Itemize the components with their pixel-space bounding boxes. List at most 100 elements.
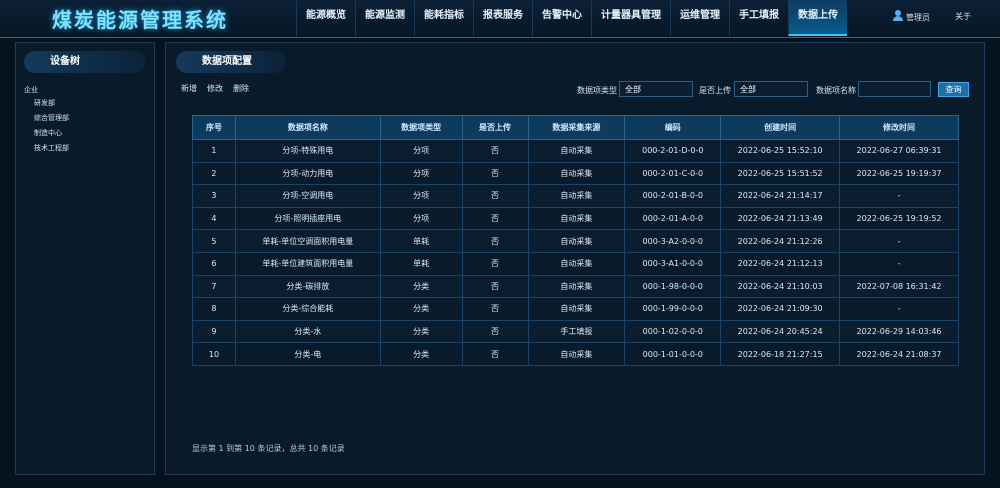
- table-cell: 否: [461, 229, 529, 253]
- table-cell: 6: [192, 251, 236, 276]
- table-cell: 000-2-01-A-0-0: [624, 206, 722, 231]
- footer: 显示第 1 到第 10 条记录，总共 10 条记录: [192, 444, 345, 453]
- user-name[interactable]: 管理员: [906, 13, 930, 22]
- table-cell: 否: [461, 139, 529, 163]
- upload-select[interactable]: 全部: [734, 81, 808, 97]
- table-cell: 否: [461, 274, 529, 299]
- table-cell: 000-3-A1-0-0-0: [624, 251, 722, 276]
- table-cell: 分类: [379, 297, 463, 321]
- main-panel: 数据项配置 新增 修改 删除 数据项类型 全部 是否上传 全部 数据项名称 查询 序…: [165, 42, 985, 475]
- table-cell: 000-1-99-0-0-0: [624, 297, 722, 321]
- table-cell: 2022-06-24 21:13:49: [720, 206, 841, 231]
- nav-item[interactable]: 运维管理: [670, 0, 729, 36]
- table-cell: 自动采集: [527, 161, 626, 186]
- column-header: 数据采集来源: [527, 115, 626, 140]
- table-cell: 自动采集: [527, 184, 626, 208]
- table-cell: 000-2-01-C-0-0: [624, 161, 722, 186]
- table-cell: 分类-水: [234, 319, 381, 344]
- tree-node[interactable]: 制造中心: [34, 129, 62, 137]
- column-header: 数据项名称: [234, 115, 381, 140]
- column-header: 创建时间: [720, 115, 841, 140]
- table-cell: 2022-06-25 19:19:52: [839, 206, 959, 231]
- nav-item[interactable]: 能源监测: [355, 0, 414, 36]
- table-cell: 单耗: [379, 229, 463, 253]
- table-cell: 分类-电: [234, 342, 381, 366]
- filter-label: 是否上传: [699, 86, 731, 95]
- table-cell: 分项-动力用电: [234, 161, 381, 186]
- name-input[interactable]: [858, 81, 931, 97]
- table-cell: 2022-06-18 21:27:15: [720, 342, 841, 366]
- column-header: 数据项类型: [379, 115, 463, 140]
- table-cell: 否: [461, 297, 529, 321]
- column-header: 编码: [624, 115, 722, 140]
- sidebar-title: 设备树: [24, 51, 146, 73]
- nav-item[interactable]: 报表服务: [473, 0, 532, 36]
- type-select[interactable]: 全部: [619, 81, 693, 97]
- nav-item[interactable]: 能耗指标: [414, 0, 473, 36]
- table-cell: 单耗-单位空调面积用电量: [234, 229, 381, 253]
- table-cell: -: [839, 229, 959, 253]
- panel-title: 数据项配置: [176, 51, 286, 73]
- table-row: 5 单耗-单位空调面积用电量 单耗否自动采集 000-3-A2-0-0-0 2022-0…: [192, 229, 959, 253]
- table-cell: 2022-06-24 21:14:17: [720, 184, 841, 208]
- table-cell: 自动采集: [527, 206, 626, 231]
- table-row: 9 分类-水 分类否手工填报 000-1-02-0-0-0 2022-06-24 20:…: [192, 319, 959, 344]
- table-cell: 单耗-单位建筑面积用电量: [234, 251, 381, 276]
- tree-root[interactable]: 企业: [24, 86, 38, 94]
- nav-item[interactable]: 数据上传: [788, 0, 847, 36]
- table-row: 10 分类-电 分类否自动采集 000-1-01-0-0-0 2022-06-18 21…: [192, 342, 959, 366]
- tree: 企业 研发部综合管理部制造中心技术工程部: [24, 85, 69, 158]
- search-button[interactable]: 查询: [938, 82, 969, 97]
- user-icon: [893, 10, 903, 21]
- table-row: 2 分项-动力用电 分项否自动采集 000-2-01-C-0-0 2022-06-25 …: [192, 161, 959, 186]
- table-cell: 2022-06-24 21:10:03: [720, 274, 841, 299]
- table-cell: 分项: [379, 139, 463, 163]
- table-row: 6 单耗-单位建筑面积用电量 单耗否自动采集 000-3-A1-0-0-0 2022-0…: [192, 251, 959, 276]
- table-cell: 3: [192, 184, 236, 208]
- tree-node[interactable]: 研发部: [34, 99, 55, 107]
- table-cell: 自动采集: [527, 297, 626, 321]
- table-cell: 分项-照明插座用电: [234, 206, 381, 231]
- table-cell: 2022-06-24 20:45:24: [720, 319, 841, 344]
- table-cell: 2: [192, 161, 236, 186]
- filter-label: 数据项类型: [577, 86, 617, 95]
- toolbar: 新增 修改 删除: [181, 83, 249, 94]
- nav-item[interactable]: 计量器具管理: [591, 0, 670, 36]
- table-cell: 分类-综合能耗: [234, 297, 381, 321]
- tree-node[interactable]: 技术工程部: [34, 144, 69, 152]
- table-cell: 分类: [379, 342, 463, 366]
- table-row: 8 分类-综合能耗 分类否自动采集 000-1-99-0-0-0 2022-06-24 …: [192, 297, 959, 321]
- table-cell: 4: [192, 206, 236, 231]
- table-cell: -: [839, 184, 959, 208]
- table-cell: 手工填报: [527, 319, 626, 344]
- table-cell: 000-1-98-0-0-0: [624, 274, 722, 299]
- nav-item[interactable]: 能源概览: [296, 0, 355, 36]
- toolbar-button[interactable]: 新增: [181, 84, 197, 93]
- table-cell: 5: [192, 229, 236, 253]
- table-cell: 000-2-01-B-0-0: [624, 184, 722, 208]
- toolbar-button[interactable]: 修改: [207, 84, 223, 93]
- table-cell: 1: [192, 139, 236, 163]
- table-cell: 自动采集: [527, 251, 626, 276]
- table-row: 3 分项-空调用电 分项否自动采集 000-2-01-B-0-0 2022-06-24 …: [192, 184, 959, 208]
- table-cell: 7: [192, 274, 236, 299]
- nav-item[interactable]: 告警中心: [532, 0, 591, 36]
- nav: 能源概览 能源监测 能耗指标 报表服务 告警中心 计量器具管理 运维管理 手工填报 数据上传: [296, 0, 847, 36]
- table-cell: 000-1-01-0-0-0: [624, 342, 722, 366]
- about[interactable]: 关于: [955, 12, 971, 21]
- table-cell: 否: [461, 184, 529, 208]
- table-cell: 分类-碳排放: [234, 274, 381, 299]
- table-cell: -: [839, 251, 959, 276]
- table-cell: 000-1-02-0-0-0: [624, 319, 722, 344]
- table-cell: 自动采集: [527, 139, 626, 163]
- tree-node[interactable]: 综合管理部: [34, 114, 69, 122]
- table-cell: 分项-空调用电: [234, 184, 381, 208]
- table-cell: 9: [192, 319, 236, 344]
- nav-item[interactable]: 手工填报: [729, 0, 788, 36]
- table-cell: -: [839, 297, 959, 321]
- app-title: 煤炭能源管理系统: [52, 8, 228, 32]
- sidebar: 设备树 企业 研发部综合管理部制造中心技术工程部: [15, 42, 155, 475]
- table-cell: 2022-06-25 15:52:10: [720, 139, 841, 163]
- toolbar-button[interactable]: 删除: [233, 84, 249, 93]
- table-header: 序号 数据项名称 数据项类型 是否上传 数据采集来源 编码 创建时间 修改时间: [192, 115, 959, 140]
